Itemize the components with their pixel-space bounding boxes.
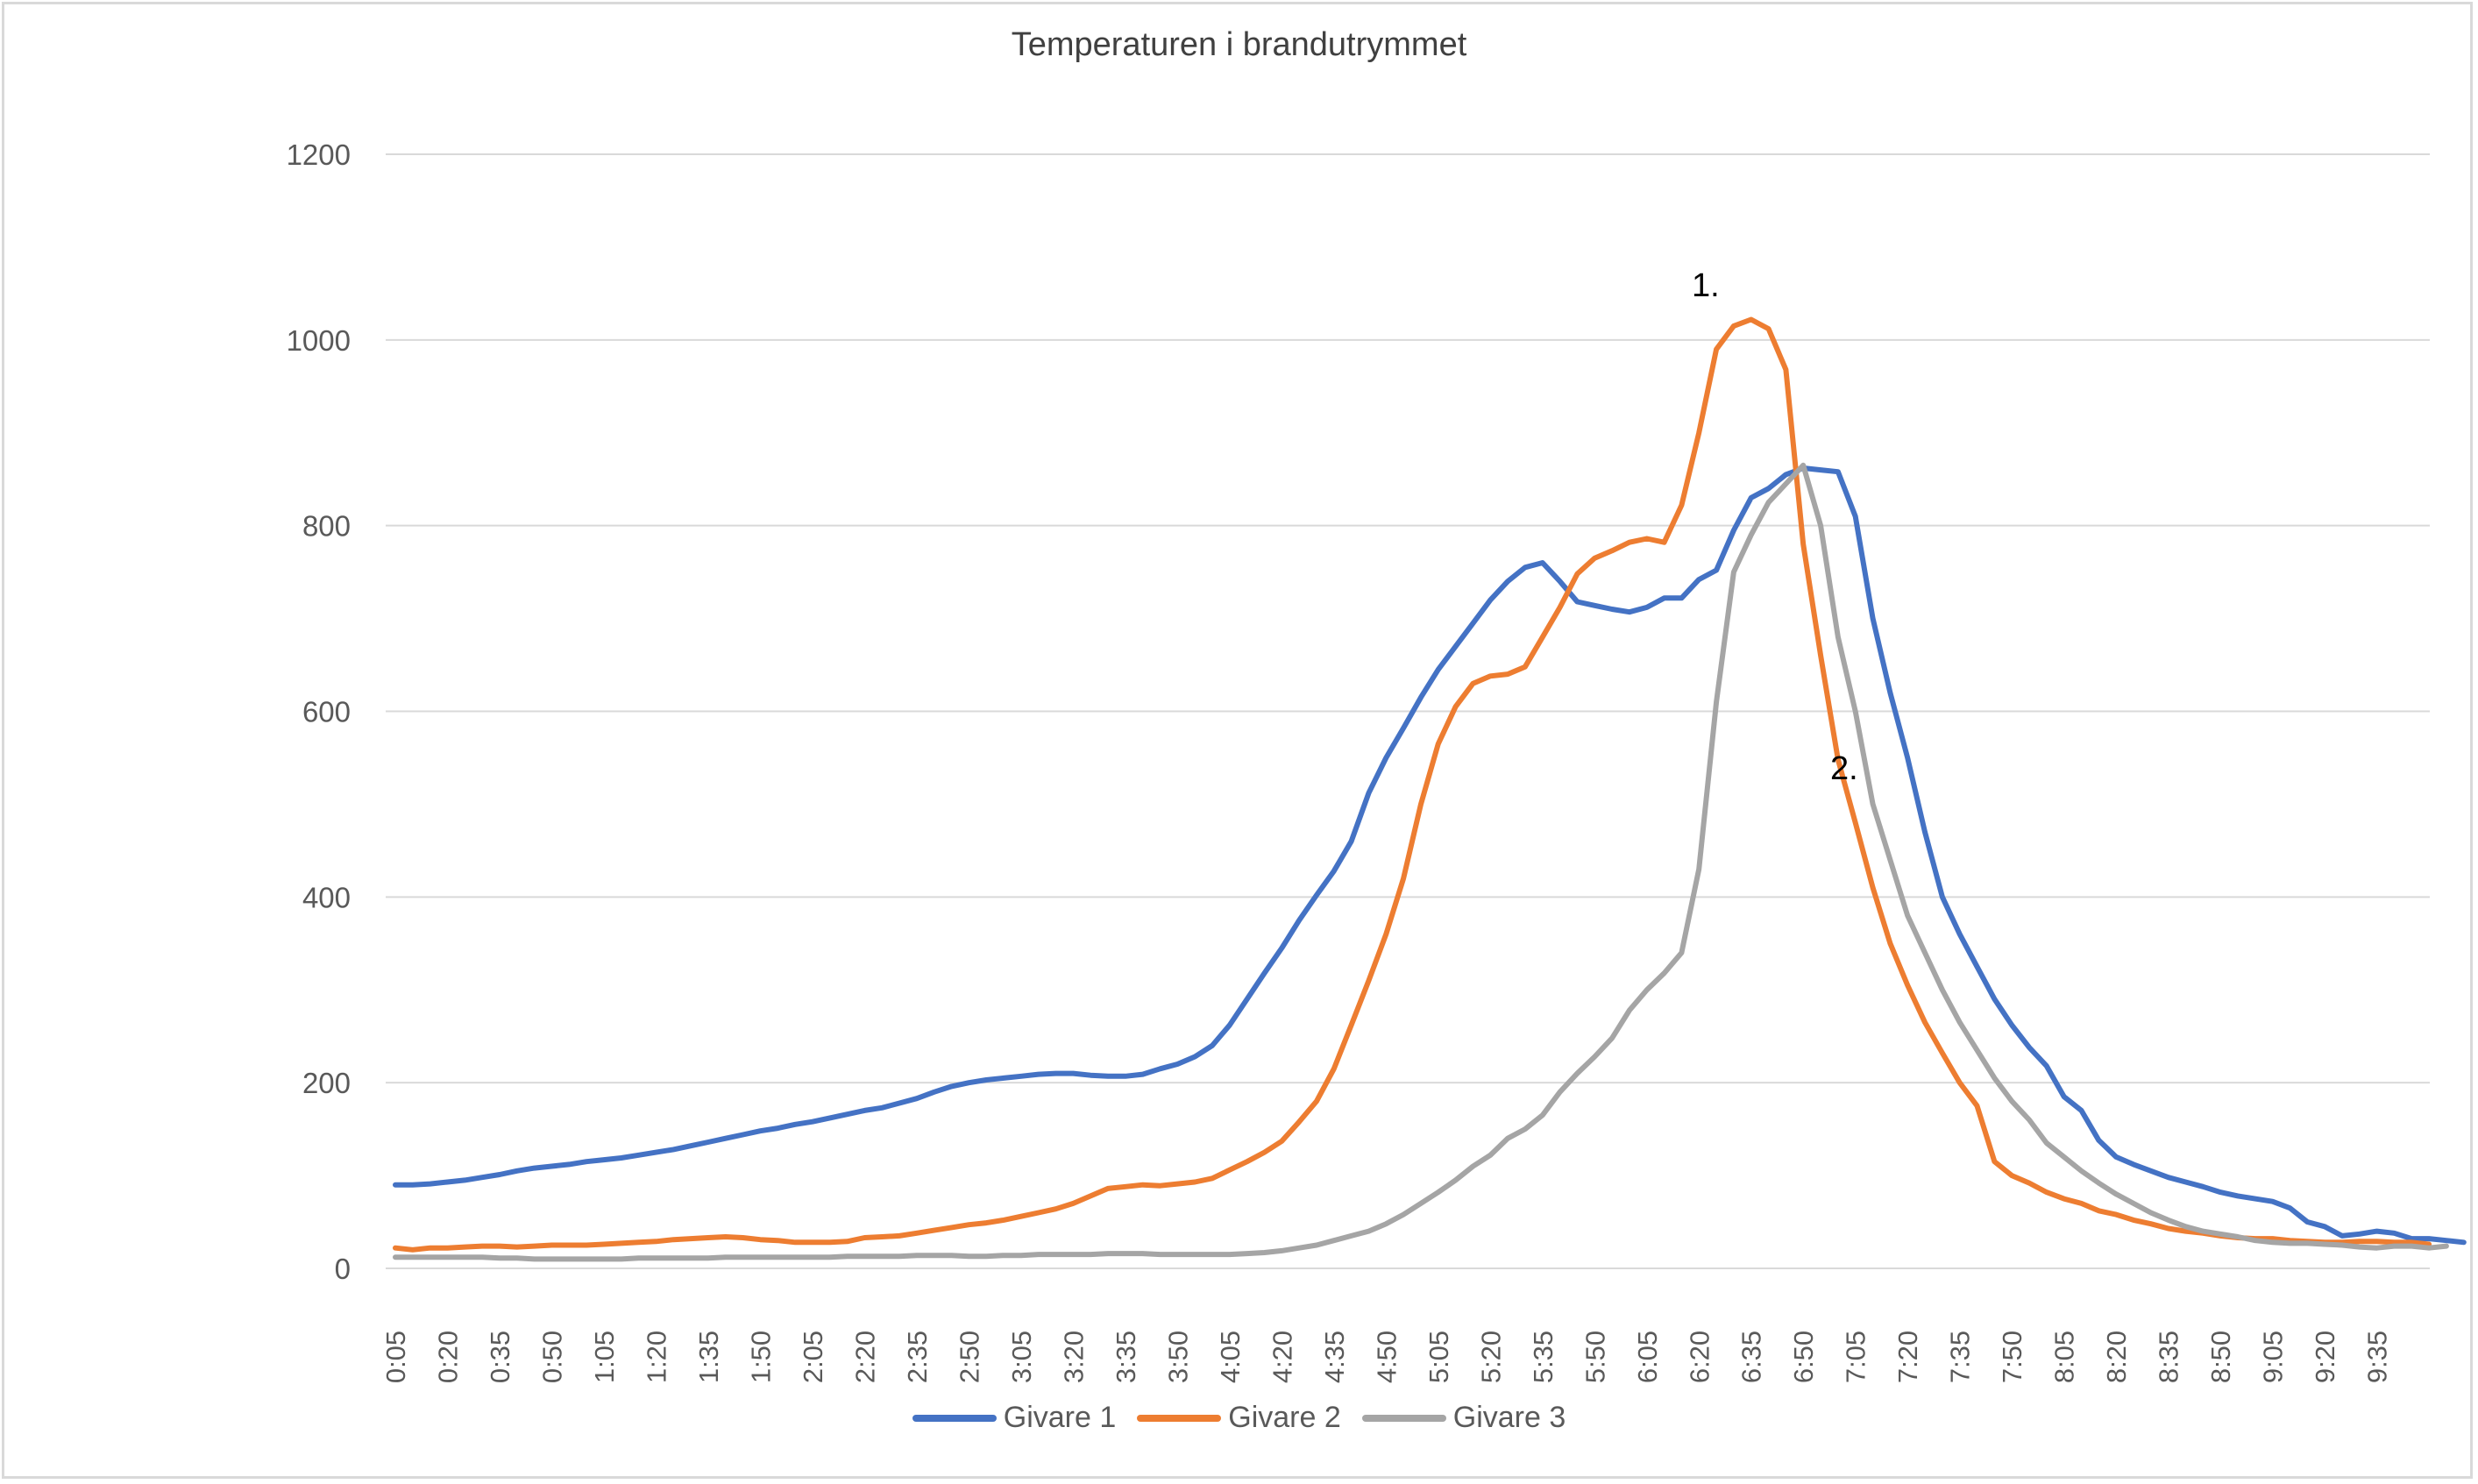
legend-swatch-gray [1361, 1414, 1446, 1422]
x-tick-label: 3:05 [1006, 1331, 1037, 1383]
x-tick-label: 6:05 [1632, 1331, 1663, 1383]
y-tick-label: 800 [302, 510, 351, 543]
x-tick-label: 5:35 [1528, 1331, 1559, 1383]
x-tick-label: 0:05 [380, 1331, 411, 1383]
x-tick-label: 0:20 [432, 1331, 463, 1383]
x-tick-label: 4:05 [1215, 1331, 1246, 1383]
x-tick-label: 1:20 [641, 1331, 671, 1383]
legend-label: Givare 1 [1003, 1401, 1117, 1434]
x-tick-label: 8:50 [2205, 1331, 2236, 1383]
x-tick-label: 2:20 [849, 1331, 880, 1383]
x-tick-label: 2:35 [902, 1331, 933, 1383]
x-tick-label: 7:05 [1841, 1331, 1871, 1383]
legend-item-givare-3[interactable]: Givare 3 [1361, 1401, 1566, 1435]
x-tick-label: 1:50 [745, 1331, 776, 1383]
x-tick-label: 8:35 [2154, 1331, 2184, 1383]
chart-title: Temperaturen i brandutrymmet [1011, 26, 1467, 63]
x-tick-label: 9:35 [2362, 1331, 2393, 1383]
legend-label: Givare 2 [1228, 1401, 1341, 1434]
x-tick-label: 9:05 [2258, 1331, 2289, 1383]
annotation-1: 1. [1692, 267, 1720, 304]
x-tick-label: 8:20 [2101, 1331, 2132, 1383]
x-tick-label: 7:35 [1945, 1331, 1976, 1383]
series-line-givare-2[interactable] [393, 316, 2432, 1253]
x-tick-label: 6:20 [1684, 1331, 1715, 1383]
y-tick-label: 200 [302, 1067, 351, 1099]
x-tick-label: 3:35 [1111, 1331, 1141, 1383]
legend-item-givare-1[interactable]: Givare 1 [912, 1401, 1117, 1435]
x-tick-label: 4:50 [1371, 1331, 1402, 1383]
x-tick-label: 5:20 [1475, 1331, 1506, 1383]
x-tick-label: 2:50 [954, 1331, 984, 1383]
legend-swatch-blue [912, 1414, 997, 1422]
x-tick-label: 2:05 [798, 1331, 828, 1383]
x-tick-label: 4:35 [1319, 1331, 1350, 1383]
x-tick-label: 9:20 [2310, 1331, 2340, 1383]
y-tick-label: 1000 [287, 324, 351, 357]
annotation-2: 2. [1830, 750, 1858, 787]
x-tick-label: 8:05 [2049, 1331, 2080, 1383]
x-tick-label: 4:20 [1267, 1331, 1297, 1383]
x-axis-labels: 0:05 0:20 0:35 0:50 1:05 1:20 1:35 1:50 2:05 2:20… [380, 1331, 2393, 1383]
x-tick-label: 1:05 [589, 1331, 620, 1383]
y-tick-label: 0 [335, 1253, 351, 1285]
x-tick-label: 3:20 [1058, 1331, 1089, 1383]
x-tick-label: 3:50 [1162, 1331, 1193, 1383]
y-tick-label: 400 [302, 881, 351, 913]
x-tick-label: 0:35 [485, 1331, 515, 1383]
x-tick-label: 6:50 [1788, 1331, 1819, 1383]
legend: Givare 1 Givare 2 Givare 3 [0, 1401, 2478, 1435]
x-tick-label: 7:20 [1892, 1331, 1923, 1383]
y-tick-label: 600 [302, 696, 351, 728]
x-tick-label: 5:50 [1580, 1331, 1610, 1383]
series-line-givare-3[interactable] [393, 462, 2449, 1262]
x-tick-label: 5:05 [1424, 1331, 1454, 1383]
series-line-givare-1[interactable] [393, 465, 2467, 1246]
x-tick-label: 7:50 [1997, 1331, 2027, 1383]
x-tick-label: 6:35 [1736, 1331, 1767, 1383]
gridlines [386, 153, 2430, 1269]
y-axis-labels: 0 200 400 600 800 1000 1200 [287, 138, 351, 1285]
legend-swatch-orange [1137, 1414, 1222, 1422]
x-tick-label: 0:50 [536, 1331, 567, 1383]
y-tick-label: 1200 [287, 138, 351, 171]
x-tick-label: 1:35 [693, 1331, 724, 1383]
legend-label: Givare 3 [1452, 1401, 1566, 1434]
series-lines [393, 316, 2467, 1262]
legend-item-givare-2[interactable]: Givare 2 [1137, 1401, 1341, 1435]
